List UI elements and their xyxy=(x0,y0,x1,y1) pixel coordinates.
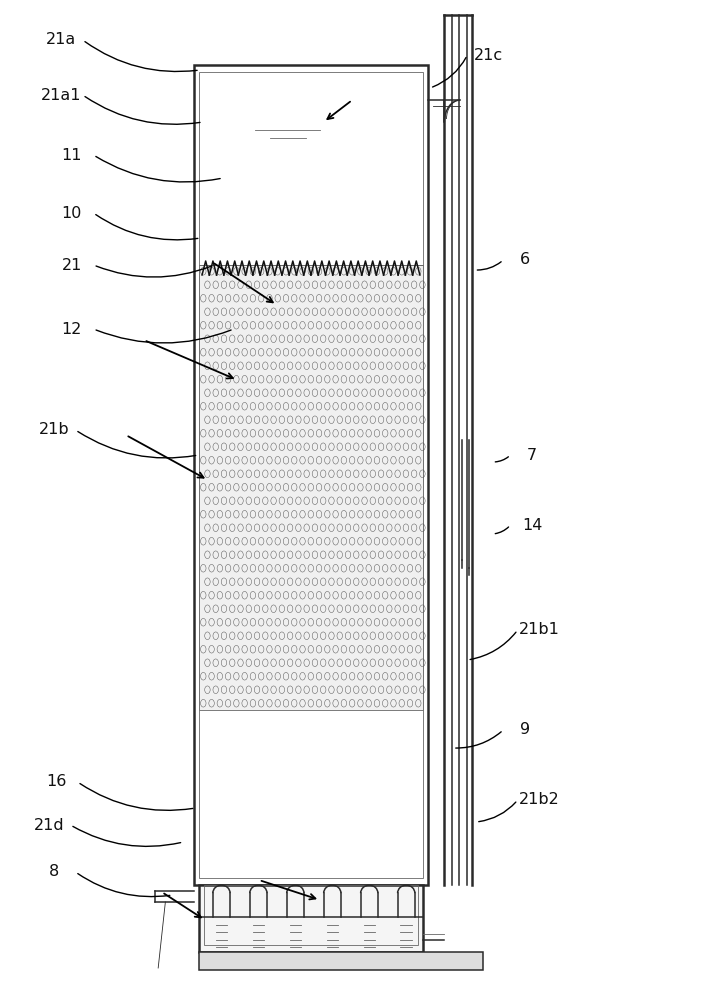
Text: 21d: 21d xyxy=(34,818,64,832)
Text: 11: 11 xyxy=(62,147,82,162)
Text: 21a1: 21a1 xyxy=(41,88,81,103)
Text: 16: 16 xyxy=(46,774,66,790)
Text: 21b: 21b xyxy=(39,422,69,438)
Bar xyxy=(199,952,483,970)
Text: 21b1: 21b1 xyxy=(519,622,559,638)
Text: 21: 21 xyxy=(62,257,82,272)
Bar xyxy=(199,72,423,878)
Text: 21b2: 21b2 xyxy=(519,792,559,808)
Text: 7: 7 xyxy=(527,448,537,462)
Bar xyxy=(199,885,423,952)
Text: 9: 9 xyxy=(520,722,530,738)
Bar xyxy=(199,265,423,710)
Text: 6: 6 xyxy=(520,252,530,267)
Text: 21a: 21a xyxy=(46,32,76,47)
Text: 14: 14 xyxy=(522,518,542,532)
Bar xyxy=(194,65,428,885)
Text: 8: 8 xyxy=(49,864,59,880)
Text: 10: 10 xyxy=(62,206,82,221)
Text: 12: 12 xyxy=(62,322,82,336)
Bar xyxy=(204,885,418,945)
Text: 21c: 21c xyxy=(475,47,503,62)
